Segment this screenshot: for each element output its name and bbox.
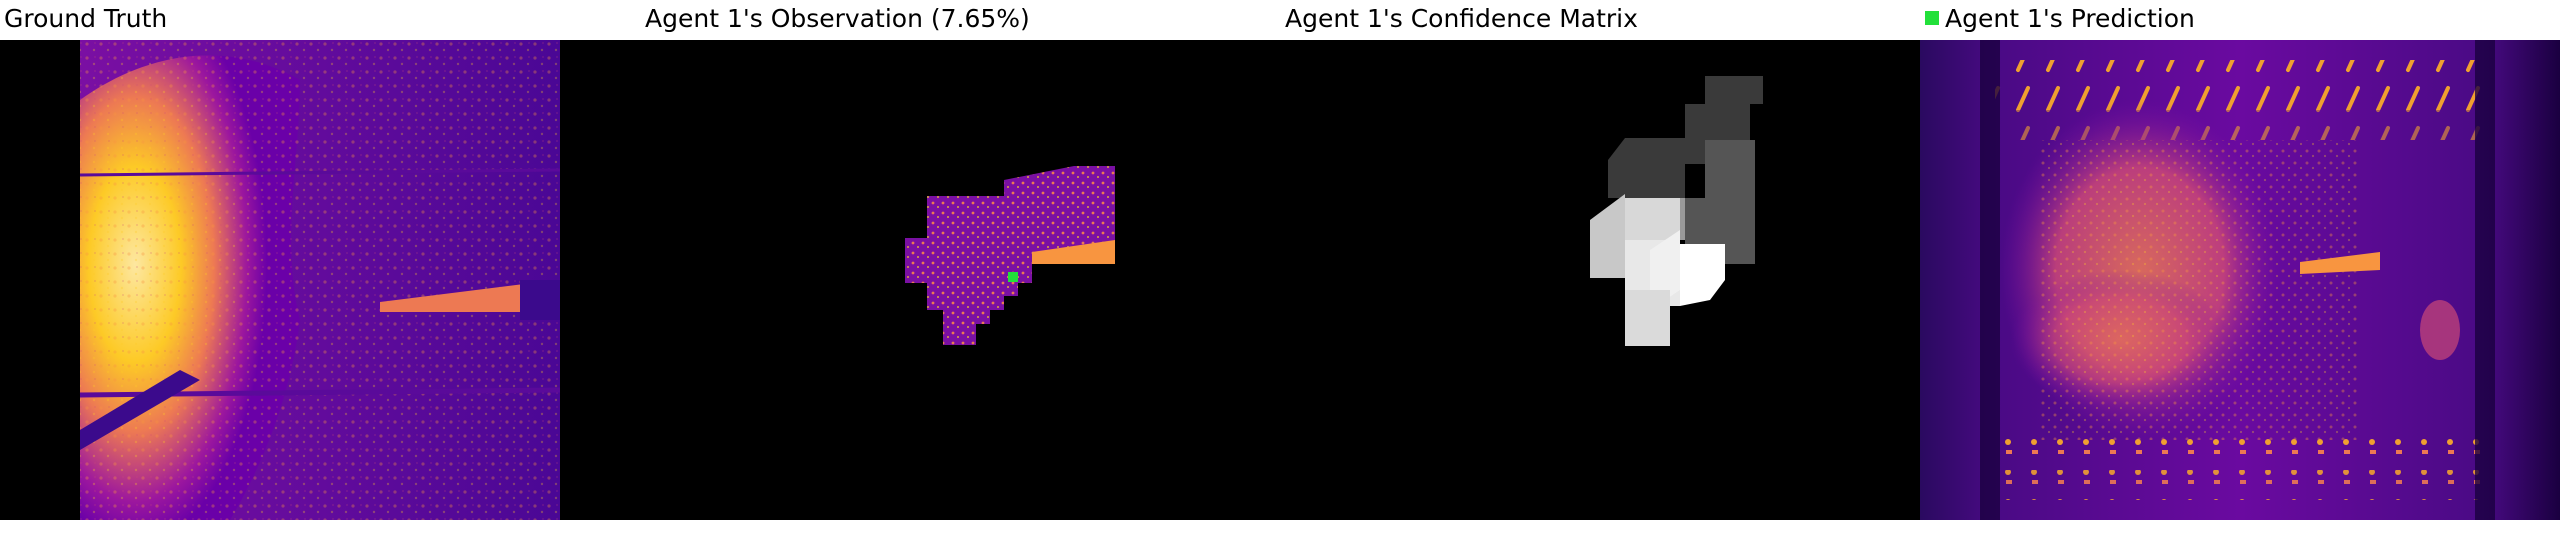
observation-image — [640, 40, 1280, 520]
prediction-title: Agent 1's Prediction — [1925, 2, 2195, 36]
agent-position-marker — [1008, 272, 1018, 282]
observation-title: Agent 1's Observation (7.65%) — [645, 4, 1030, 33]
ground-truth-image — [0, 40, 640, 520]
prediction-image — [1920, 40, 2560, 520]
observation-heatmap — [905, 152, 1115, 345]
agent-marker-legend-icon — [1925, 11, 1939, 25]
ground-truth-heatmap — [0, 40, 561, 520]
prediction-heatmap — [1920, 40, 2560, 520]
confidence-title: Agent 1's Confidence Matrix — [1285, 4, 1638, 33]
ground-truth-title: Ground Truth — [4, 4, 168, 33]
confidence-heatmap — [1590, 76, 1763, 346]
prediction-title-text: Agent 1's Prediction — [1945, 4, 2195, 33]
confidence-matrix-image — [1280, 40, 1920, 520]
